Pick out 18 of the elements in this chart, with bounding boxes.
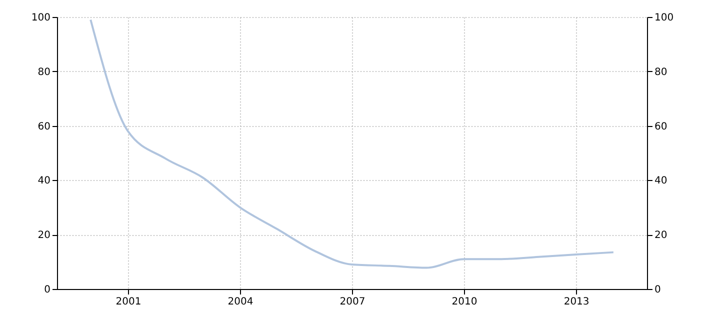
x-tick-label: 2001 [116,296,142,308]
y2-tick-label: 40 [654,176,668,187]
y-tick-label: 80 [38,66,50,78]
y2-tick-label: 60 [654,121,668,132]
y-tick-label: 60 [38,121,50,132]
y-tick-label: 40 [38,176,50,187]
y2-tick-label: 80 [654,66,668,78]
y2-tick-label: 20 [654,230,668,242]
y2-tick-label: 100 [654,12,674,24]
line-series [90,18,614,269]
y-tick-label: 0 [44,284,50,296]
y2-tick-label: 0 [654,284,661,296]
x-tick-label: 2007 [340,296,366,308]
x-tick-label: 2010 [452,296,478,308]
x-tick-label: 2013 [564,296,590,308]
y-tick-label: 100 [31,12,50,24]
y-tick-label: 20 [38,230,50,242]
x-tick-label: 2004 [228,296,254,308]
